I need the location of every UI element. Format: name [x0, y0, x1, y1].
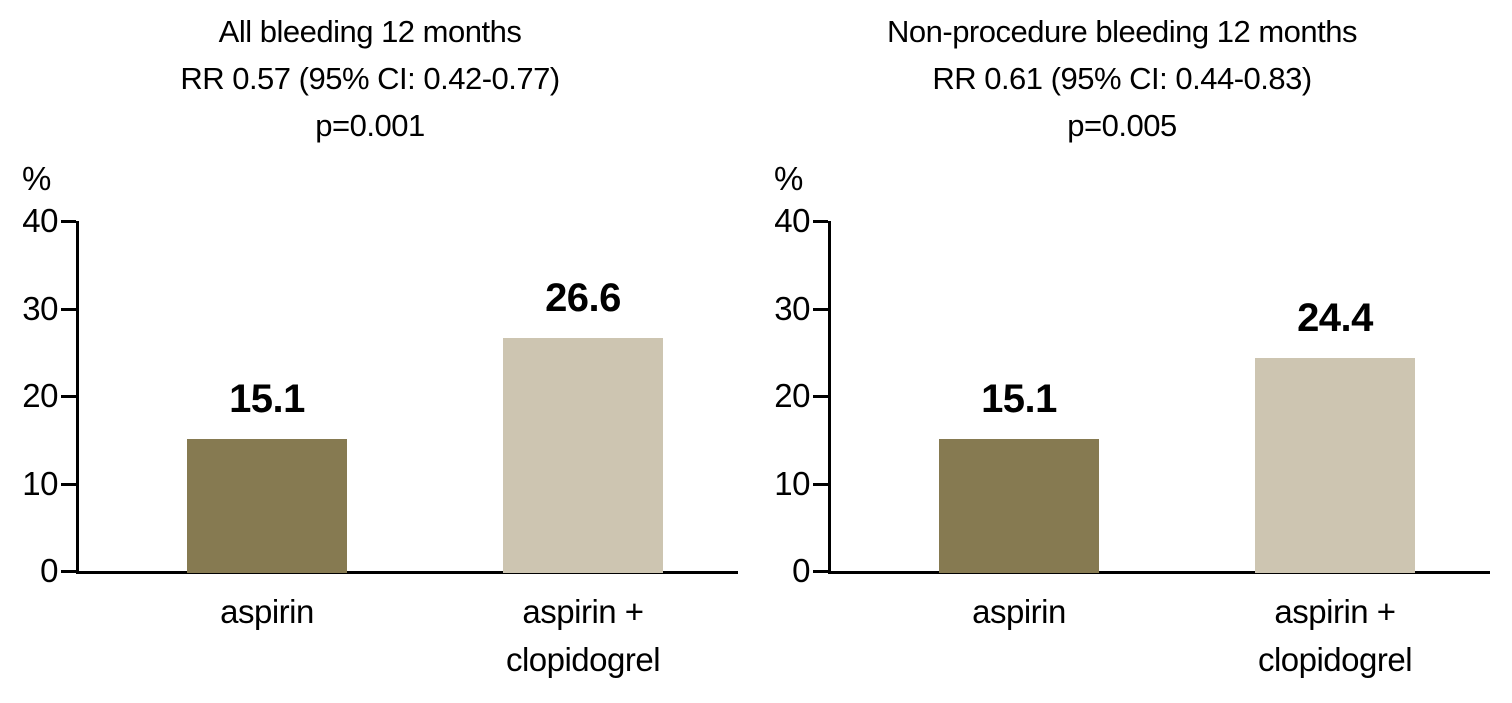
- chart-title: All bleeding 12 months RR 0.57 (95% CI: …: [0, 8, 740, 149]
- chart-all-bleeding-12-months: All bleeding 12 months RR 0.57 (95% CI: …: [0, 8, 740, 678]
- y-tick-label: 20: [22, 377, 58, 414]
- chart-title-line: All bleeding 12 months: [218, 14, 522, 49]
- y-axis-tick: [61, 307, 76, 311]
- chart-title: Non-procedure bleeding 12 months RR 0.61…: [752, 8, 1492, 149]
- bar-aspirin-clopidogrel: [503, 338, 663, 573]
- chart-non-procedure-bleeding-12-months: Non-procedure bleeding 12 months RR 0.61…: [752, 0, 1508, 703]
- y-axis-tick: [61, 395, 76, 398]
- chart-pvalue-line: p=0.001: [315, 108, 425, 143]
- plot-area: % 0 10 20 30 40 15.1 aspirin 24.4 aspirin + clopi…: [752, 0, 1508, 703]
- x-axis-line: [828, 571, 1490, 574]
- bar-aspirin: [939, 438, 1099, 573]
- chart-title-line: Non-procedure bleeding 12 months: [887, 14, 1357, 49]
- y-tick-label: 10: [22, 464, 58, 502]
- y-axis-tick: [61, 482, 76, 486]
- y-axis-tick: [813, 395, 828, 398]
- x-axis-line: [76, 571, 738, 574]
- x-category-label: aspirin: [972, 593, 1066, 630]
- y-tick-label: 40: [774, 202, 810, 239]
- chart-pvalue-line: p=0.005: [1067, 108, 1177, 143]
- bar-value-label: 15.1: [981, 376, 1057, 421]
- y-axis-line: [76, 221, 79, 574]
- chart-rr-ci-line: RR 0.61 (95% CI: 0.44-0.83): [932, 61, 1312, 96]
- y-axis-tick: [813, 570, 828, 573]
- bar-aspirin: [187, 438, 347, 573]
- y-tick-label: 10: [774, 464, 810, 502]
- y-axis-tick: [813, 482, 828, 486]
- chart-rr-ci-line: RR 0.57 (95% CI: 0.42-0.77): [180, 61, 560, 96]
- bar-value-label: 26.6: [545, 276, 621, 321]
- y-axis-tick: [61, 220, 76, 223]
- y-tick-label: 0: [40, 552, 58, 589]
- y-tick-label: 20: [774, 377, 810, 414]
- bar-value-label: 24.4: [1297, 295, 1373, 340]
- bar-aspirin-clopidogrel: [1255, 357, 1415, 573]
- y-tick-label: 30: [22, 289, 58, 327]
- y-tick-label: 30: [774, 289, 810, 327]
- y-axis-line: [828, 221, 831, 574]
- y-axis-tick: [61, 570, 76, 573]
- y-tick-label: 0: [792, 552, 810, 589]
- y-axis-tick: [813, 307, 828, 311]
- y-axis-unit-label: %: [22, 160, 51, 197]
- x-category-label: aspirin + clopidogrel: [1257, 593, 1413, 678]
- x-category-label: aspirin: [220, 593, 314, 630]
- y-tick-label: 40: [22, 202, 58, 239]
- bar-value-label: 15.1: [229, 376, 305, 421]
- plot-area: % 0 10 20 30 40 15.1 aspirin 26.6 aspirin + clopi…: [22, 160, 738, 678]
- y-axis-unit-label: %: [774, 160, 803, 197]
- y-axis-tick: [813, 220, 828, 223]
- x-category-label: aspirin + clopidogrel: [505, 593, 661, 678]
